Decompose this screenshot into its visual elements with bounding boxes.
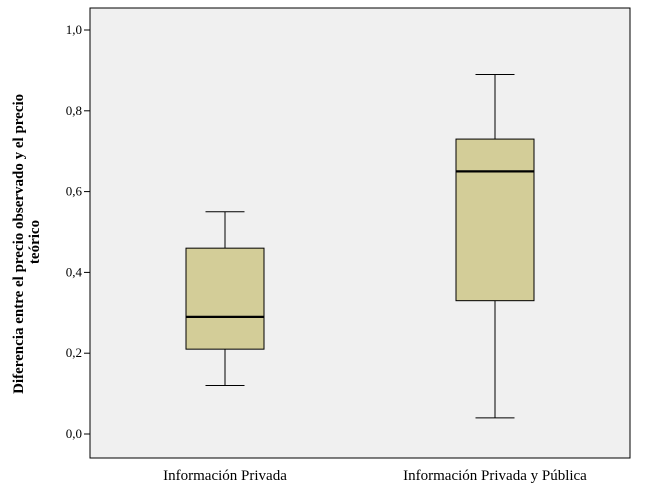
y-axis-label-line-2: teórico bbox=[27, 220, 43, 264]
y-tick-label: 1,0 bbox=[66, 22, 82, 37]
y-axis-label: Diferencia entre el precio observado y e… bbox=[11, 90, 43, 394]
y-tick-label: 0,8 bbox=[66, 103, 82, 118]
iqr-box bbox=[455, 138, 535, 302]
y-axis: 0,0 0,2 0,4 0,6 0,8 1,0 bbox=[66, 22, 90, 441]
x-category-label: Información Privada y Pública bbox=[403, 468, 587, 484]
box-1 bbox=[185, 211, 265, 387]
y-axis-label-line-1: Diferencia entre el precio observado y e… bbox=[11, 94, 27, 394]
x-axis-labels: Información Privada Información Privada y… bbox=[163, 468, 587, 484]
y-tick-label: 0,0 bbox=[66, 426, 82, 441]
y-tick-label: 0,6 bbox=[66, 184, 83, 199]
iqr-box bbox=[185, 247, 265, 350]
x-category-label: Información Privada bbox=[163, 468, 287, 484]
y-tick-label: 0,4 bbox=[66, 264, 83, 279]
y-tick-label: 0,2 bbox=[66, 345, 82, 360]
boxes bbox=[185, 73, 535, 419]
plot-area bbox=[89, 7, 631, 459]
box-2 bbox=[455, 73, 535, 419]
